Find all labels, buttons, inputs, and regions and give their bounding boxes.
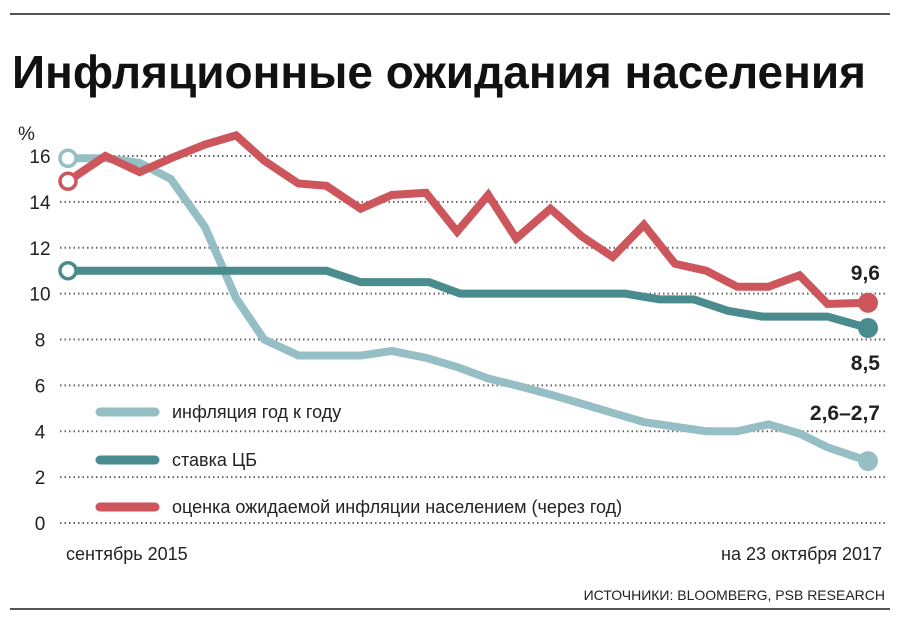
legend-label: оценка ожидаемой инфляции населением (че… (172, 497, 622, 517)
y-tick-label: 4 (35, 422, 46, 443)
y-tick-label: 14 (29, 193, 51, 214)
end-value-label: 8,5 (851, 352, 881, 375)
series-line-2 (65, 130, 869, 308)
y-tick-label: 12 (29, 239, 50, 260)
y-tick-label: 6 (35, 376, 46, 397)
y-tick-label: 10 (29, 285, 50, 306)
chart-title: Инфляционные ожидания населения (12, 46, 866, 98)
x-start-label: сентябрь 2015 (66, 544, 188, 564)
source-note: ИСТОЧНИКИ: BLOOMBERG, PSB RESEARCH (584, 587, 885, 603)
series-end-marker (858, 292, 878, 313)
y-tick-label: 16 (29, 147, 50, 168)
legend-label: инфляция год к году (172, 402, 341, 422)
series-start-marker (58, 260, 78, 281)
y-tick-label: 0 (35, 514, 46, 535)
y-axis-unit: % (18, 124, 35, 145)
series-end-marker (858, 318, 878, 339)
end-value-label: 9,6 (851, 262, 880, 285)
series-end-marker (858, 451, 878, 472)
series-start-marker (58, 171, 78, 191)
y-tick-label: 8 (35, 331, 46, 352)
series-line-1 (68, 266, 870, 332)
series-line-0 (68, 154, 870, 465)
y-tick-label: 2 (35, 468, 46, 489)
x-end-label: на 23 октября 2017 (721, 544, 882, 564)
series-start-marker (58, 148, 78, 169)
legend-label: ставка ЦБ (172, 450, 257, 470)
end-value-label: 2,6–2,7 (810, 402, 880, 425)
